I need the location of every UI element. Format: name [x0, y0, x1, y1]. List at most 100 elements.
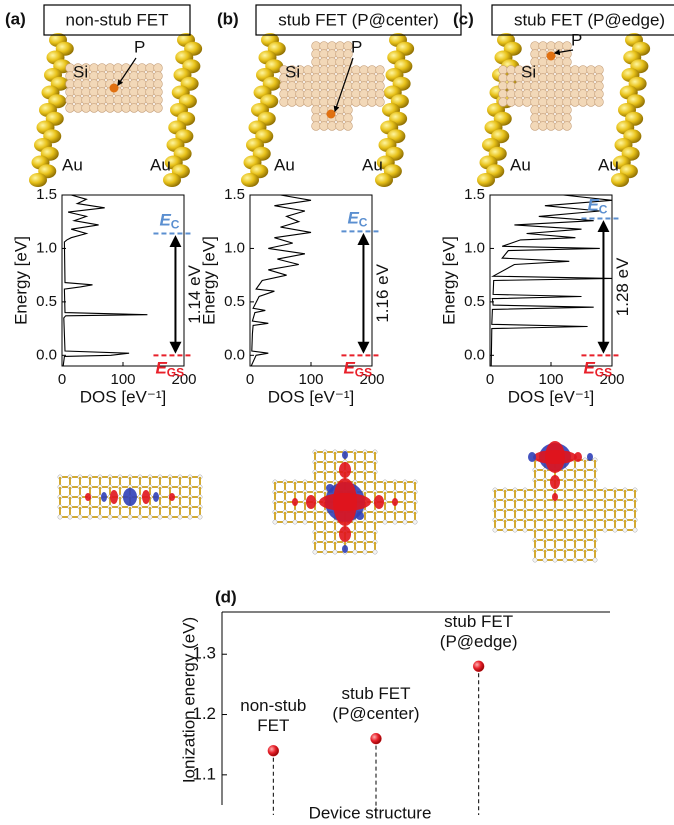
si-atom: [587, 66, 596, 75]
si-atom: [122, 104, 131, 113]
si-atom: [74, 96, 83, 105]
si-atom: [531, 114, 540, 123]
si-atom: [360, 66, 369, 75]
si-atom: [539, 82, 548, 91]
si-atom: [539, 66, 548, 75]
si-atom: [515, 90, 524, 99]
h-atom: [68, 515, 72, 519]
p-label: P: [134, 37, 145, 56]
si-atom: [312, 42, 321, 51]
h-atom: [313, 550, 317, 554]
h-atom: [88, 515, 92, 519]
si-atom: [595, 98, 604, 107]
si-atom: [555, 122, 564, 131]
si-atom: [547, 82, 556, 91]
si-atom: [98, 80, 107, 89]
si-atom: [328, 90, 337, 99]
dos-line: [251, 195, 311, 366]
si-atom: [555, 82, 564, 91]
si-atom: [320, 66, 329, 75]
si-atom: [154, 88, 163, 97]
si-atom: [82, 104, 91, 113]
si-atom: [360, 90, 369, 99]
si-atom: [106, 96, 115, 105]
gs-label: EGS: [583, 359, 612, 380]
si-atom: [296, 90, 305, 99]
si-atom: [595, 82, 604, 91]
point: [268, 745, 279, 756]
si-atom: [74, 88, 83, 97]
x-tick-label: 0: [58, 371, 66, 388]
si-atom: [547, 66, 556, 75]
si-atom: [146, 88, 155, 97]
si-atom: [114, 96, 123, 105]
si-atom: [531, 98, 540, 107]
si-atom: [320, 58, 329, 67]
si-atom: [154, 64, 163, 73]
si-atom: [563, 90, 572, 99]
panel-title: non-stub FET: [66, 10, 169, 29]
h-atom: [98, 515, 102, 519]
si-atom: [312, 98, 321, 107]
si-atom: [368, 90, 377, 99]
h-atom: [128, 515, 132, 519]
h-atom: [633, 528, 637, 532]
ec-symbol: E: [347, 209, 359, 228]
h-atom: [613, 528, 617, 532]
si-atom: [563, 82, 572, 91]
category-label: non-stub: [240, 696, 306, 715]
si-atom: [539, 98, 548, 107]
h-atom: [158, 515, 162, 519]
si-atom: [336, 42, 345, 51]
si-atom: [507, 82, 516, 91]
si-atom: [547, 74, 556, 83]
y-tick-label: 1.5: [224, 186, 245, 203]
si-atom: [312, 114, 321, 123]
si-atom: [539, 74, 548, 83]
h-atom: [293, 520, 297, 524]
si-atom: [539, 50, 548, 59]
gs-symbol: E: [583, 359, 595, 378]
au-right-label: Au: [598, 155, 619, 174]
structure-panel: [29, 33, 202, 187]
si-atom: [320, 42, 329, 51]
si-atom: [154, 96, 163, 105]
si-atom: [368, 98, 377, 107]
orbital-lobe: [342, 545, 348, 553]
ec-subscript: C: [599, 203, 608, 217]
si-atom: [336, 74, 345, 83]
y-axis-label: Ionization energy (eV): [179, 617, 198, 783]
si-atom: [352, 66, 361, 75]
si-atom: [312, 50, 321, 59]
si-atom: [82, 88, 91, 97]
panel-label: (a): [5, 9, 26, 28]
gold-atom: [375, 173, 393, 187]
si-atom: [547, 114, 556, 123]
si-atom: [304, 90, 313, 99]
orbital-lobe: [292, 498, 298, 506]
si-atom: [328, 66, 337, 75]
h-atom: [198, 515, 202, 519]
si-atom: [555, 74, 564, 83]
y-tick-label: 0.0: [36, 346, 57, 363]
h-atom: [513, 528, 517, 532]
si-label: Si: [521, 62, 536, 81]
si-atom: [320, 74, 329, 83]
si-atom: [352, 98, 361, 107]
si-atom: [138, 72, 147, 81]
si-atom: [312, 58, 321, 67]
h-atom: [543, 558, 547, 562]
x-tick-label: 100: [538, 371, 563, 388]
si-atom: [336, 122, 345, 131]
y-tick-label: 0.5: [36, 293, 57, 310]
si-atom: [555, 90, 564, 99]
si-atom: [571, 82, 580, 91]
orbital-lobe: [123, 488, 137, 506]
y-tick-label: 1.0: [224, 239, 245, 256]
si-atom: [312, 66, 321, 75]
category-label: (P@center): [332, 704, 419, 723]
si-atom: [336, 66, 345, 75]
h-atom: [333, 550, 337, 554]
si-atom: [320, 122, 329, 131]
si-atom: [312, 82, 321, 91]
